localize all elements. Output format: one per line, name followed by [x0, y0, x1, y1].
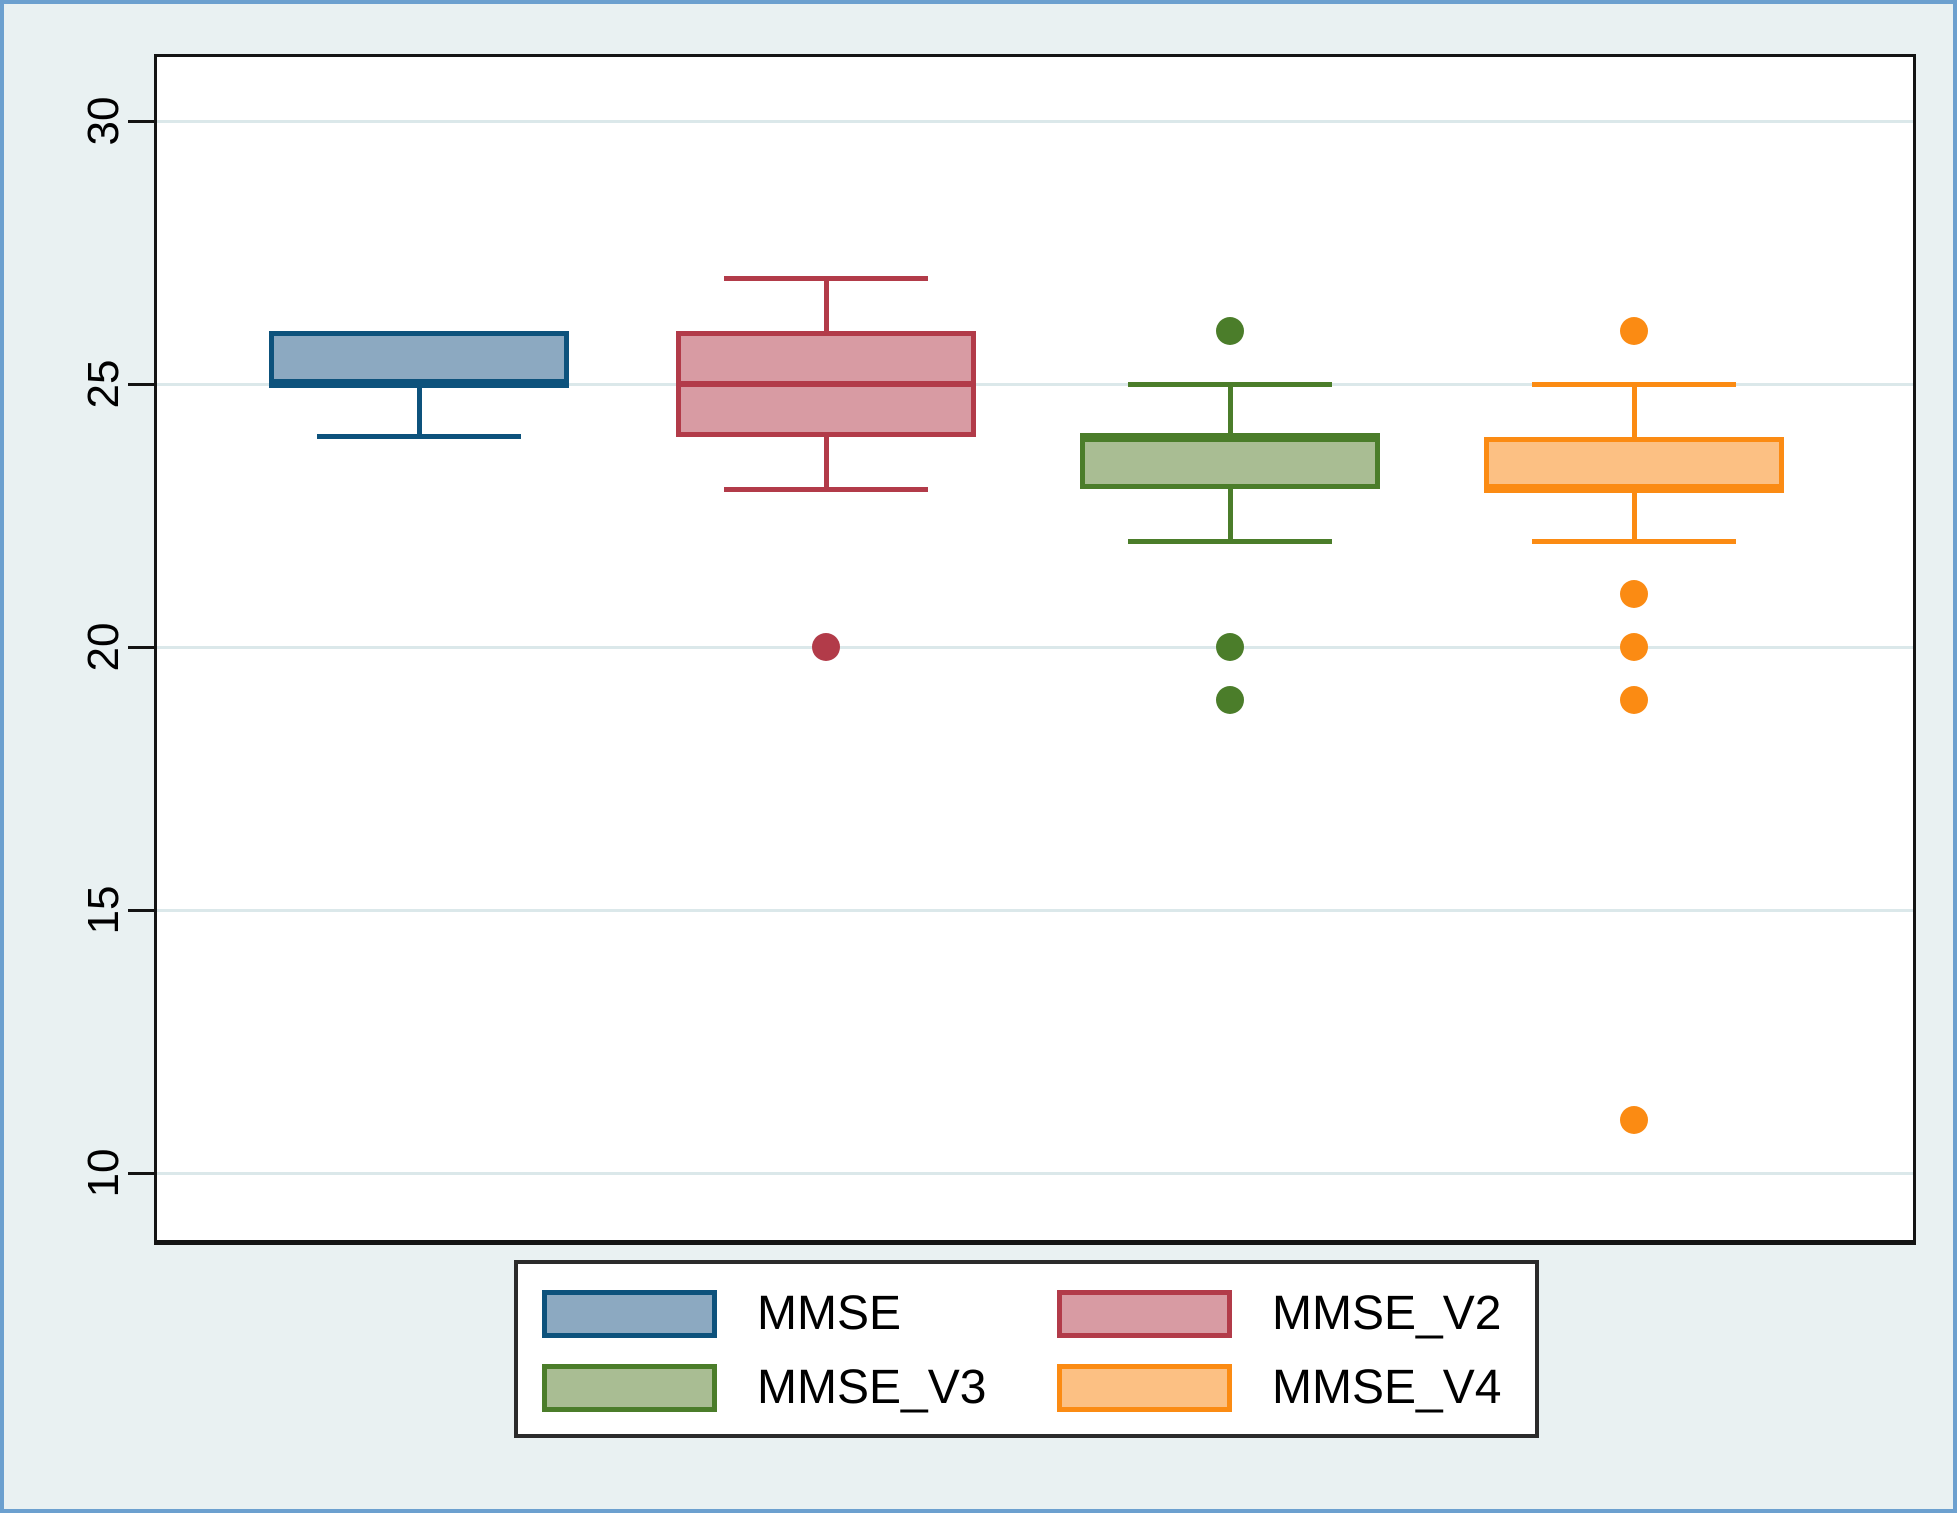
outlier-MMSE_V4-21: [1620, 580, 1648, 609]
legend-item-MMSE: MMSE: [542, 1287, 1057, 1340]
gridlines-layer: [157, 57, 1913, 1240]
median-MMSE: [269, 382, 569, 388]
legend: MMSE MMSE_V2 MMSE_V3 MMSE_V4: [514, 1260, 1539, 1438]
y-tick-25: [128, 382, 154, 386]
outlier-MMSE_V4-26: [1620, 317, 1648, 346]
legend-item-MMSE_V4: MMSE_V4: [1057, 1361, 1535, 1414]
outlier-MMSE_V4-11: [1620, 1106, 1648, 1135]
legend-label-MMSE: MMSE: [757, 1287, 901, 1340]
gridline-30: [157, 119, 1913, 123]
legend-swatch-MMSE: [542, 1290, 717, 1338]
whisker-upper-cap-MMSE_V2: [724, 276, 928, 282]
legend-swatch-MMSE_V4: [1057, 1364, 1232, 1412]
whisker-lower-cap-MMSE: [317, 434, 521, 440]
legend-label-MMSE_V3: MMSE_V3: [757, 1361, 987, 1414]
whisker-upper-stem-MMSE_V4: [1631, 384, 1637, 437]
y-tick-30: [128, 119, 154, 123]
whisker-lower-cap-MMSE_V3: [1128, 539, 1332, 545]
y-tick-10: [128, 1171, 154, 1175]
y-tick-15: [128, 908, 154, 912]
y-tick-label-15: 15: [79, 885, 128, 935]
outlier-MMSE_V3-19: [1216, 685, 1244, 714]
outlier-MMSE_V2-20: [812, 633, 840, 661]
outlier-MMSE_V4-19: [1620, 685, 1648, 714]
whisker-lower-stem-MMSE_V4: [1631, 489, 1637, 542]
whisker-lower-cap-MMSE_V2: [724, 486, 928, 492]
y-tick-label-25: 25: [79, 359, 128, 409]
legend-label-MMSE_V4: MMSE_V4: [1272, 1361, 1502, 1414]
legend-item-MMSE_V3: MMSE_V3: [542, 1361, 1057, 1414]
y-tick-label-20: 20: [79, 622, 128, 672]
whisker-lower-cap-MMSE_V4: [1532, 539, 1736, 545]
legend-swatch-MMSE_V2: [1057, 1290, 1232, 1338]
whisker-upper-stem-MMSE_V3: [1227, 384, 1233, 437]
gridline-15: [157, 908, 1913, 912]
outlier-MMSE_V3-20: [1216, 633, 1244, 661]
y-tick-label-30: 30: [79, 96, 128, 146]
median-MMSE_V4: [1484, 487, 1784, 494]
legend-label-MMSE_V2: MMSE_V2: [1272, 1287, 1502, 1340]
gridline-10: [157, 1171, 1913, 1175]
whisker-lower-stem-MMSE_V2: [823, 436, 829, 490]
plot-area: [154, 54, 1916, 1245]
box-MMSE_V4: [1484, 436, 1784, 490]
median-MMSE_V2: [676, 381, 976, 387]
whisker-lower-stem-MMSE_V3: [1227, 489, 1233, 542]
gridline-25: [157, 382, 1913, 386]
legend-swatch-MMSE_V3: [542, 1364, 717, 1412]
outlier-MMSE_V3-26: [1216, 317, 1244, 346]
marks-layer: [157, 57, 1913, 1240]
legend-item-MMSE_V2: MMSE_V2: [1057, 1287, 1535, 1340]
whisker-upper-cap-MMSE_V4: [1532, 381, 1736, 387]
y-tick-label-10: 10: [79, 1148, 128, 1198]
whisker-upper-stem-MMSE_V2: [823, 278, 829, 332]
median-MMSE_V3: [1080, 432, 1380, 439]
whisker-upper-cap-MMSE_V3: [1128, 381, 1332, 387]
y-tick-20: [128, 645, 154, 649]
box-MMSE_V3: [1080, 436, 1380, 490]
outlier-MMSE_V4-20: [1620, 633, 1648, 661]
box-MMSE: [269, 331, 569, 384]
gridline-20: [157, 645, 1913, 649]
whisker-lower-stem-MMSE: [416, 384, 422, 437]
